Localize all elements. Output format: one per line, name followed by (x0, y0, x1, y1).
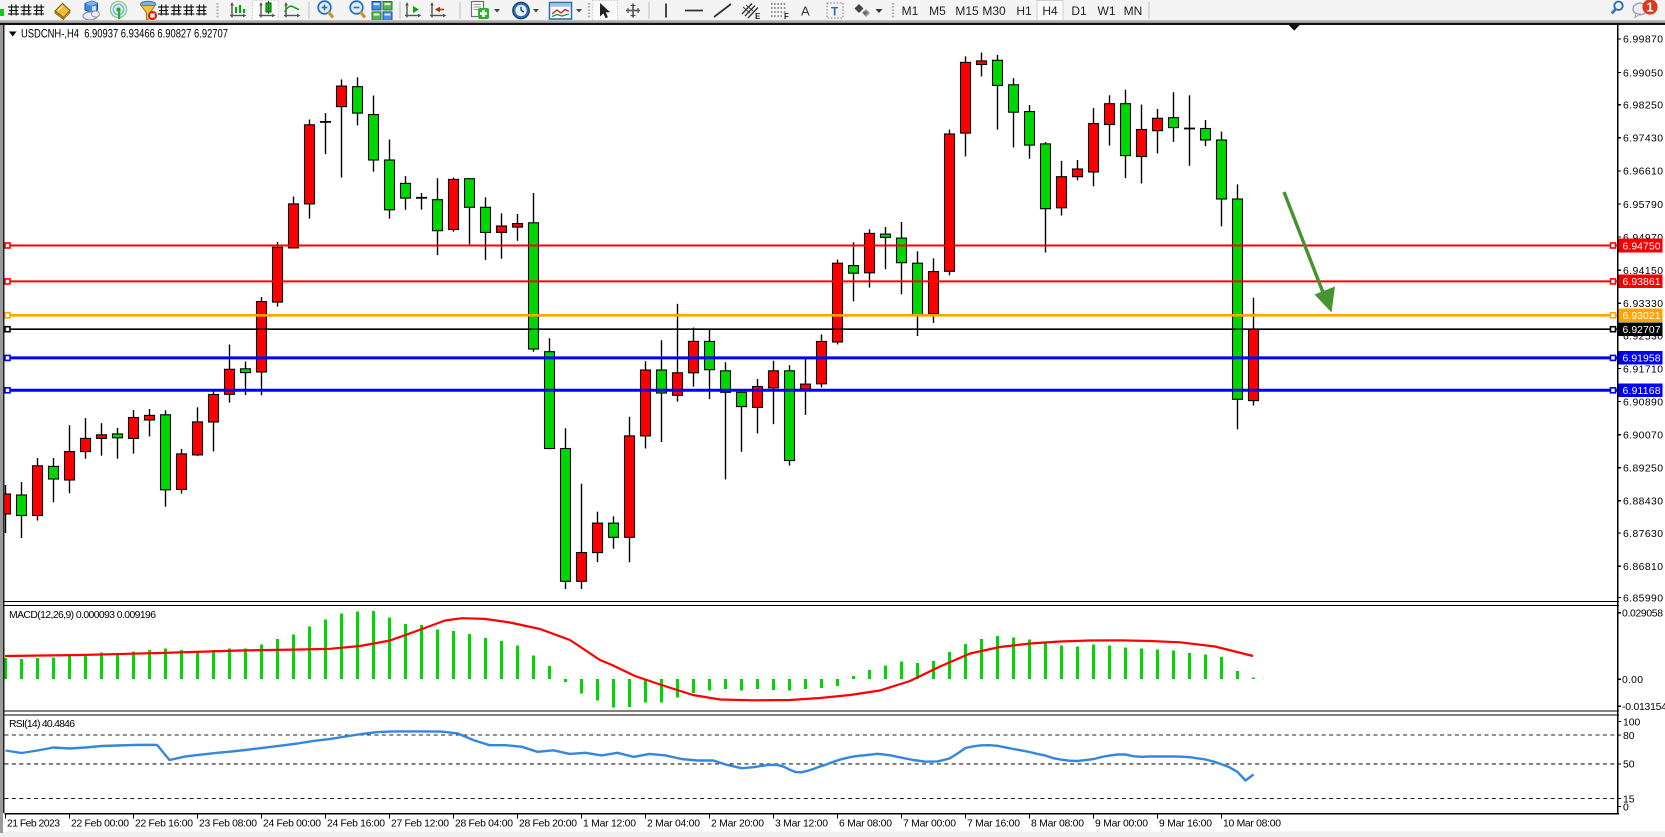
svg-text:2 Mar 04:00: 2 Mar 04:00 (647, 819, 700, 830)
svg-text:M1: M1 (902, 4, 919, 18)
svg-text:MN: MN (1124, 4, 1143, 18)
svg-text:6.93021: 6.93021 (1623, 311, 1661, 322)
svg-text:7 Mar 16:00: 7 Mar 16:00 (967, 819, 1020, 830)
svg-text:24 Feb 16:00: 24 Feb 16:00 (327, 819, 385, 830)
svg-text:0: 0 (1623, 802, 1629, 813)
svg-text:F: F (784, 12, 789, 21)
svg-text:6.88430: 6.88430 (1623, 497, 1663, 508)
svg-text:6.85990: 6.85990 (1623, 593, 1663, 604)
svg-text:H4: H4 (1042, 4, 1058, 18)
svg-text:MACD(12,26,9) 0.000093 0.00919: MACD(12,26,9) 0.000093 0.009196 (9, 610, 156, 621)
svg-text:28 Feb 20:00: 28 Feb 20:00 (519, 819, 577, 830)
svg-text:8 Mar 08:00: 8 Mar 08:00 (1031, 819, 1084, 830)
svg-text:6.92707: 6.92707 (1623, 325, 1661, 336)
svg-text:6 Mar 08:00: 6 Mar 08:00 (839, 819, 892, 830)
svg-text:M5: M5 (929, 4, 946, 18)
svg-text:6.90070: 6.90070 (1623, 431, 1663, 442)
svg-text:15: 15 (1623, 794, 1635, 805)
svg-text:6.98250: 6.98250 (1623, 101, 1663, 112)
svg-text:-0.013154: -0.013154 (1622, 702, 1665, 713)
svg-text:9 Mar 00:00: 9 Mar 00:00 (1095, 819, 1148, 830)
svg-text:RSI(14) 40.4846: RSI(14) 40.4846 (9, 719, 75, 730)
svg-text:27 Feb 12:00: 27 Feb 12:00 (391, 819, 449, 830)
svg-text:6.90890: 6.90890 (1623, 397, 1663, 408)
svg-text:6.95790: 6.95790 (1623, 200, 1663, 211)
svg-text:W1: W1 (1098, 4, 1116, 18)
svg-text:10 Mar 08:00: 10 Mar 08:00 (1223, 819, 1281, 830)
svg-text:A: A (801, 4, 810, 19)
svg-text:6.91710: 6.91710 (1623, 364, 1663, 375)
svg-text:6.96610: 6.96610 (1623, 167, 1663, 178)
svg-text:6.93861: 6.93861 (1623, 277, 1661, 288)
svg-text:6.99870: 6.99870 (1623, 35, 1663, 46)
svg-text:6.86810: 6.86810 (1623, 562, 1663, 573)
svg-text:6.89250: 6.89250 (1623, 464, 1663, 475)
svg-text:6.94750: 6.94750 (1623, 241, 1661, 252)
svg-text:6.91958: 6.91958 (1623, 354, 1661, 365)
svg-text:6.97430: 6.97430 (1623, 134, 1663, 145)
svg-text:6.94150: 6.94150 (1623, 266, 1663, 277)
svg-text:9 Mar 16:00: 9 Mar 16:00 (1159, 819, 1212, 830)
svg-text:1: 1 (1647, 1, 1654, 15)
svg-text:0.029058: 0.029058 (1622, 609, 1663, 620)
svg-text:50: 50 (1623, 760, 1635, 771)
svg-text:6.93330: 6.93330 (1623, 299, 1663, 310)
svg-text:M15: M15 (955, 4, 979, 18)
svg-text:6.91168: 6.91168 (1623, 386, 1661, 397)
svg-text:H1: H1 (1016, 4, 1032, 18)
svg-text:21 Feb 2023: 21 Feb 2023 (7, 819, 60, 830)
svg-text:22 Feb 16:00: 22 Feb 16:00 (135, 819, 193, 830)
svg-text:D1: D1 (1071, 4, 1087, 18)
svg-text:1 Mar 12:00: 1 Mar 12:00 (583, 819, 636, 830)
svg-text:0.00: 0.00 (1622, 675, 1643, 686)
svg-text:80: 80 (1623, 731, 1635, 742)
svg-text:6.92530: 6.92530 (1623, 331, 1663, 342)
svg-text:28 Feb 04:00: 28 Feb 04:00 (455, 819, 513, 830)
svg-text:100: 100 (1623, 717, 1641, 728)
svg-text:7 Mar 00:00: 7 Mar 00:00 (903, 819, 956, 830)
svg-text:23 Feb 08:00: 23 Feb 08:00 (199, 819, 257, 830)
svg-text:E: E (755, 12, 761, 21)
svg-text:6.87630: 6.87630 (1623, 529, 1663, 540)
svg-text:USDCNH-,H4 6.90937 6.93466 6.: USDCNH-,H4 6.90937 6.93466 6.90827 6.927… (21, 27, 228, 41)
svg-text:6.94970: 6.94970 (1623, 233, 1663, 244)
svg-text:22 Feb 00:00: 22 Feb 00:00 (71, 819, 129, 830)
svg-text:M30: M30 (982, 4, 1006, 18)
svg-text:T: T (831, 5, 839, 19)
svg-text:2 Mar 20:00: 2 Mar 20:00 (711, 819, 764, 830)
svg-text:6.99050: 6.99050 (1623, 68, 1663, 79)
svg-text:3 Mar 12:00: 3 Mar 12:00 (775, 819, 828, 830)
svg-text:24 Feb 00:00: 24 Feb 00:00 (263, 819, 321, 830)
